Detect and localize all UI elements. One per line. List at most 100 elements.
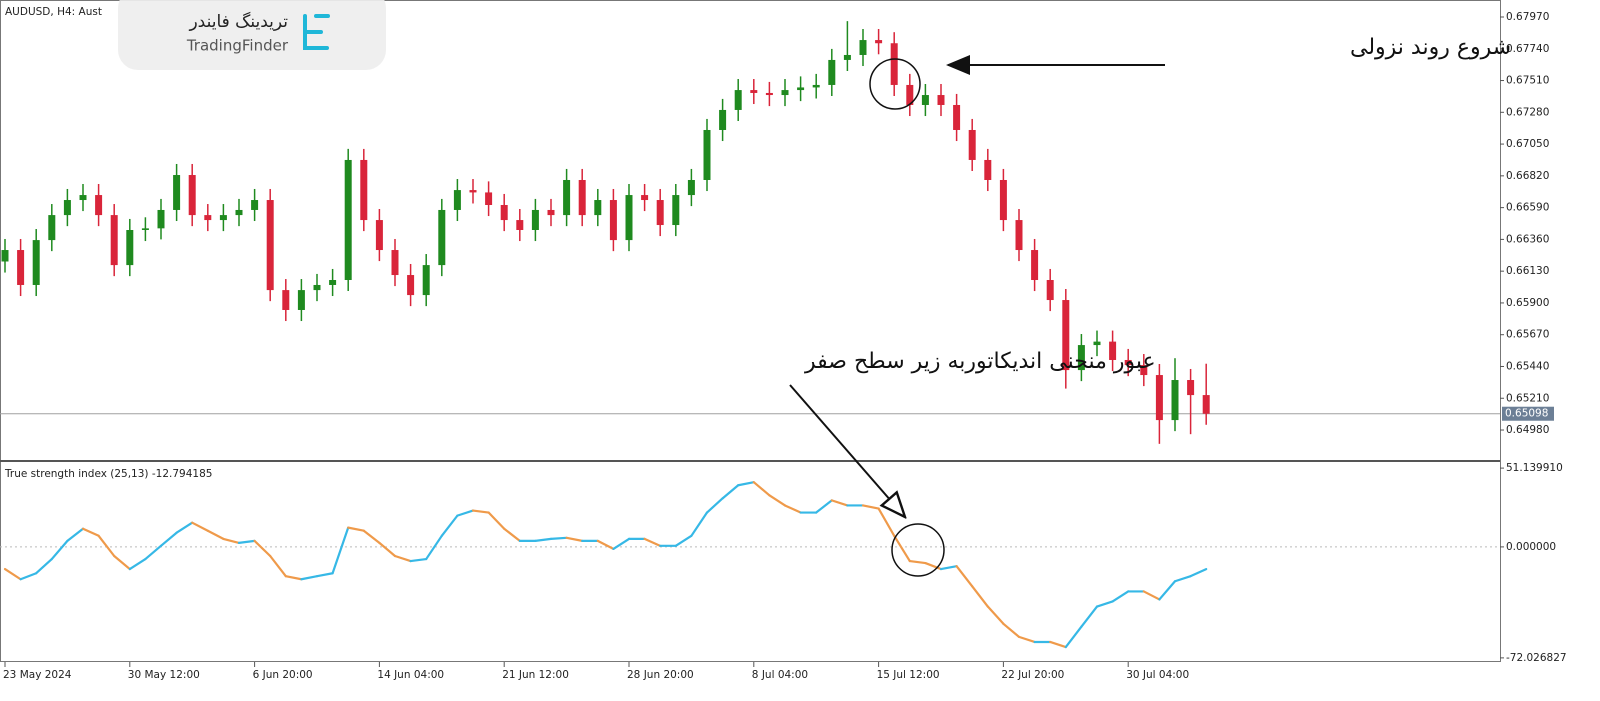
candle-body <box>1155 375 1163 421</box>
indicator-segment <box>1002 622 1021 638</box>
candle-body <box>1093 341 1101 346</box>
indicator-segment <box>1017 635 1036 644</box>
indicator-segment <box>986 605 1005 625</box>
indicator-segment <box>893 534 911 563</box>
indicator-segment <box>253 539 272 558</box>
indicator-segment <box>1095 600 1114 608</box>
candle-body <box>656 200 664 226</box>
y-tick-label: 0.65440 <box>1506 360 1549 372</box>
indicator-segment <box>549 536 568 540</box>
candle-body <box>719 109 727 130</box>
candle-body <box>500 204 508 221</box>
candle-body <box>1031 250 1039 281</box>
candle-body <box>1109 341 1117 360</box>
indicator-segment <box>300 575 319 581</box>
candle-body <box>531 209 539 230</box>
candle-body <box>344 159 352 281</box>
indicator-segment <box>347 526 365 532</box>
candle-body <box>329 280 337 285</box>
y-tick-label: -72.026827 <box>1506 652 1567 664</box>
indicator-segment <box>456 509 475 517</box>
candle-body <box>968 129 976 160</box>
indicator-segment <box>175 521 194 534</box>
indicator-segment <box>35 557 53 575</box>
candle-body <box>828 59 836 85</box>
candle-body <box>937 95 945 105</box>
candle-body <box>360 159 368 221</box>
candle-body <box>79 195 87 201</box>
indicator-segment <box>409 557 428 563</box>
candle-body <box>1015 220 1023 251</box>
candle-body <box>750 90 758 93</box>
x-tick-label: 6 Jun 20:00 <box>253 669 313 681</box>
candle-body <box>438 209 446 266</box>
x-tick-label: 30 Jul 04:00 <box>1126 669 1189 681</box>
indicator-segment <box>144 544 163 561</box>
y-tick-label: 0.67970 <box>1506 11 1549 23</box>
candle-body <box>32 240 40 285</box>
candle-body <box>547 209 555 216</box>
indicator-segment <box>3 567 22 581</box>
y-tick-label: 0.65670 <box>1506 329 1549 341</box>
candle-body <box>95 195 103 216</box>
indicator-segment <box>1111 590 1130 603</box>
indicator-segment <box>1049 640 1067 649</box>
y-tick-label: 0.67050 <box>1506 138 1549 150</box>
indicator-segment <box>1142 590 1161 601</box>
candle-body <box>812 84 820 88</box>
indicator-segment <box>768 494 787 507</box>
candle-body <box>422 265 430 296</box>
indicator-segment <box>206 529 225 540</box>
logo-box <box>118 0 386 70</box>
candle-body <box>251 200 259 210</box>
candle-body <box>890 43 898 85</box>
indicator-segment <box>97 534 116 558</box>
y-tick-label: 0.66590 <box>1506 202 1549 214</box>
indicator-segment <box>315 572 334 578</box>
indicator-segment <box>128 557 147 571</box>
indicator-segment <box>690 511 709 537</box>
indicator-segment <box>393 554 412 563</box>
indicator-segment <box>877 507 896 537</box>
indicator-segment <box>66 527 85 542</box>
candle-body <box>469 190 477 193</box>
indicator-segment <box>50 539 69 561</box>
highlight-circle <box>869 58 921 110</box>
indicator-segment <box>596 539 615 551</box>
y-tick-label: 0.65900 <box>1506 297 1549 309</box>
indicator-segment <box>237 539 256 544</box>
indicator-segment <box>830 499 849 507</box>
indicator-segment <box>19 572 38 581</box>
candle-body <box>875 40 883 44</box>
indicator-title: True strength index (25,13) -12.794185 <box>4 468 212 480</box>
indicator-segment <box>783 504 802 514</box>
candle-body <box>173 175 181 210</box>
arrow <box>789 384 905 517</box>
indicator-segment <box>861 504 880 510</box>
highlight-circle <box>891 523 945 577</box>
candle-body <box>859 40 867 55</box>
candle-body <box>953 104 961 130</box>
indicator-segment <box>908 559 927 565</box>
y-tick-label: 0.67510 <box>1506 75 1549 87</box>
candle-body <box>297 290 305 310</box>
candle-body <box>563 179 571 216</box>
y-tick-label: 51.139910 <box>1506 462 1563 474</box>
indicator-segment <box>737 481 755 487</box>
candle-body <box>609 200 617 241</box>
indicator-segment <box>222 537 241 544</box>
indicator-segment <box>1189 567 1208 578</box>
candle-body <box>797 87 805 91</box>
y-tick-label: 0.67740 <box>1506 43 1549 55</box>
annotation: شروع روند نزولی <box>1350 35 1511 60</box>
indicator-segment <box>752 481 771 497</box>
candle-body <box>641 195 649 201</box>
indicator-segment <box>159 531 178 547</box>
annotation: عبور منحنی اندیکاتوربه زیر سطح صفر <box>804 349 1156 374</box>
indicator-segment <box>674 534 693 547</box>
indicator-segment <box>1080 605 1099 628</box>
indicator-segment <box>924 561 943 571</box>
candle-body <box>687 179 695 196</box>
candle-body <box>1171 380 1179 421</box>
